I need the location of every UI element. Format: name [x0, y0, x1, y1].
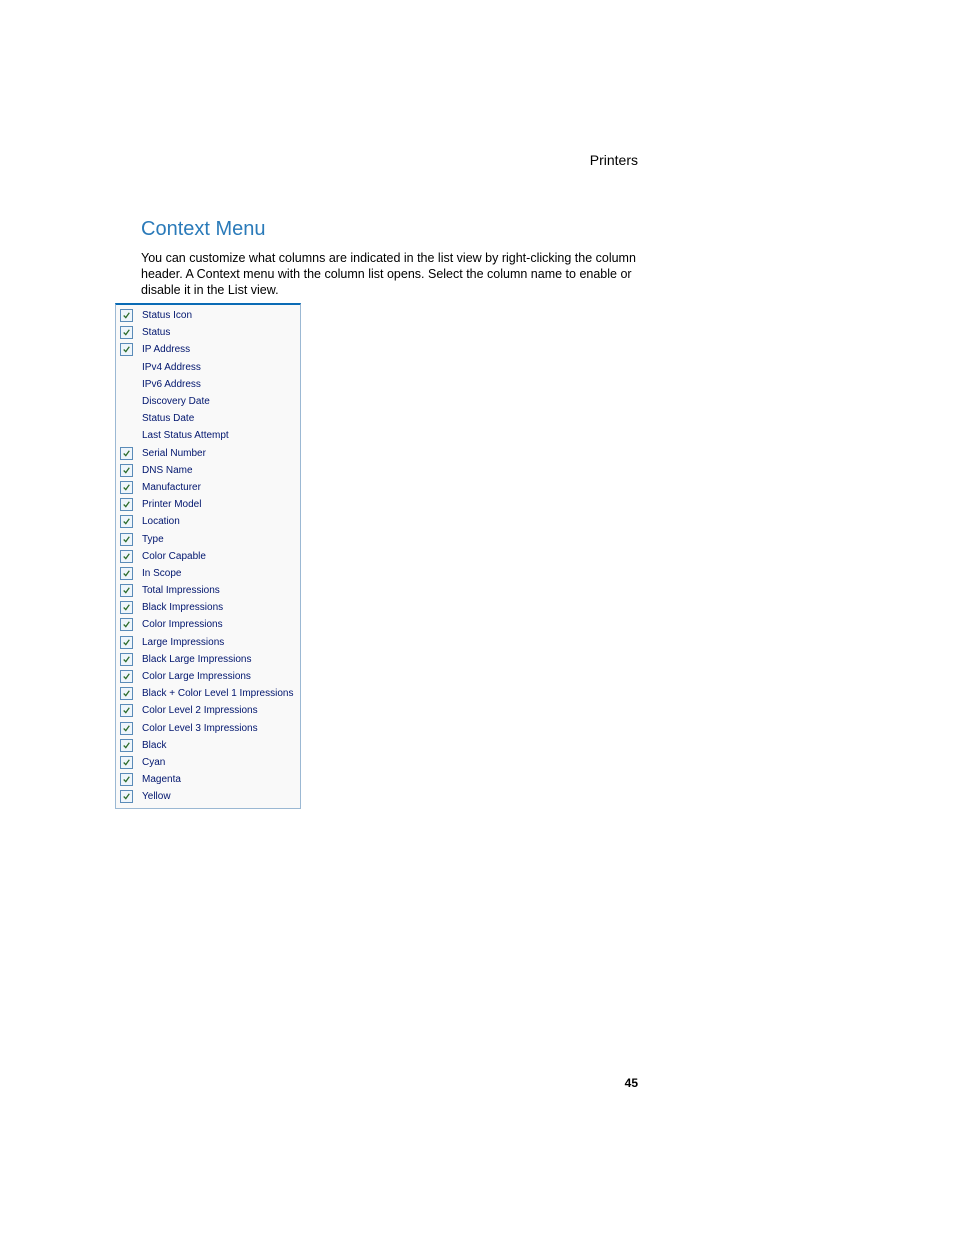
checkbox-checked-icon: [120, 533, 133, 546]
checkbox-checked-icon: [120, 567, 133, 580]
checkbox-empty-icon: [120, 429, 133, 442]
context-menu-item-label: DNS Name: [142, 465, 193, 476]
context-menu-item[interactable]: DNS Name: [116, 462, 300, 479]
context-menu-item-label: Color Level 2 Impressions: [142, 705, 258, 716]
context-menu-item[interactable]: Color Level 2 Impressions: [116, 702, 300, 719]
context-menu-item-label: Yellow: [142, 791, 171, 802]
checkbox-checked-icon: [120, 670, 133, 683]
context-menu-item[interactable]: Type: [116, 530, 300, 547]
context-menu-item-label: Location: [142, 516, 180, 527]
context-menu-item[interactable]: Serial Number: [116, 445, 300, 462]
checkbox-checked-icon: [120, 343, 133, 356]
context-menu-item-label: IPv4 Address: [142, 362, 201, 373]
context-menu-item[interactable]: Status: [116, 324, 300, 341]
checkbox-checked-icon: [120, 704, 133, 717]
context-menu-item[interactable]: IPv6 Address: [116, 376, 300, 393]
context-menu-item[interactable]: Magenta: [116, 771, 300, 788]
checkbox-empty-icon: [120, 395, 133, 408]
context-menu-item[interactable]: Printer Model: [116, 496, 300, 513]
context-menu-item[interactable]: Black: [116, 737, 300, 754]
context-menu-item-label: Black Impressions: [142, 602, 223, 613]
context-menu-item-label: Status Icon: [142, 310, 192, 321]
context-menu-item[interactable]: Last Status Attempt: [116, 427, 300, 444]
context-menu-item-label: IPv6 Address: [142, 379, 201, 390]
context-menu-item[interactable]: Black + Color Level 1 Impressions: [116, 685, 300, 702]
context-menu-item-label: Total Impressions: [142, 585, 220, 596]
context-menu-item-label: Discovery Date: [142, 396, 210, 407]
context-menu: Status Icon Status IP Address IPv4 Address I…: [115, 303, 301, 809]
context-menu-item[interactable]: Status Date: [116, 410, 300, 427]
context-menu-item-label: Black: [142, 740, 166, 751]
context-menu-item-label: Type: [142, 534, 164, 545]
context-menu-item-label: Color Capable: [142, 551, 206, 562]
context-menu-item-label: Black + Color Level 1 Impressions: [142, 688, 293, 699]
context-menu-item[interactable]: Black Impressions: [116, 599, 300, 616]
context-menu-item-label: Color Level 3 Impressions: [142, 723, 258, 734]
context-menu-item[interactable]: Location: [116, 513, 300, 530]
context-menu-item-label: Printer Model: [142, 499, 201, 510]
context-menu-item[interactable]: Color Capable: [116, 548, 300, 565]
checkbox-checked-icon: [120, 636, 133, 649]
context-menu-item-label: Magenta: [142, 774, 181, 785]
context-menu-item[interactable]: Status Icon: [116, 307, 300, 324]
context-menu-item-label: Manufacturer: [142, 482, 201, 493]
checkbox-checked-icon: [120, 653, 133, 666]
checkbox-checked-icon: [120, 601, 133, 614]
checkbox-checked-icon: [120, 464, 133, 477]
page: Printers Context Menu You can customize …: [0, 0, 954, 1235]
page-heading: Context Menu: [141, 218, 266, 241]
checkbox-checked-icon: [120, 687, 133, 700]
checkbox-checked-icon: [120, 756, 133, 769]
context-menu-item-label: Status Date: [142, 413, 194, 424]
context-menu-item[interactable]: Discovery Date: [116, 393, 300, 410]
page-number: 45: [625, 1076, 638, 1090]
checkbox-checked-icon: [120, 481, 133, 494]
context-menu-item-label: Last Status Attempt: [142, 430, 229, 441]
context-menu-item[interactable]: Black Large Impressions: [116, 651, 300, 668]
context-menu-item-label: Color Large Impressions: [142, 671, 251, 682]
context-menu-item[interactable]: Yellow: [116, 788, 300, 805]
context-menu-item[interactable]: Cyan: [116, 754, 300, 771]
checkbox-checked-icon: [120, 722, 133, 735]
checkbox-empty-icon: [120, 378, 133, 391]
context-menu-item[interactable]: Color Level 3 Impressions: [116, 720, 300, 737]
checkbox-checked-icon: [120, 515, 133, 528]
context-menu-item[interactable]: Total Impressions: [116, 582, 300, 599]
context-menu-item[interactable]: Color Impressions: [116, 616, 300, 633]
context-menu-item-label: IP Address: [142, 344, 190, 355]
context-menu-item[interactable]: Large Impressions: [116, 634, 300, 651]
checkbox-checked-icon: [120, 618, 133, 631]
context-menu-item-label: Color Impressions: [142, 619, 223, 630]
context-menu-item[interactable]: Color Large Impressions: [116, 668, 300, 685]
checkbox-checked-icon: [120, 739, 133, 752]
context-menu-item-label: In Scope: [142, 568, 181, 579]
checkbox-checked-icon: [120, 773, 133, 786]
context-menu-item[interactable]: In Scope: [116, 565, 300, 582]
context-menu-item-label: Black Large Impressions: [142, 654, 252, 665]
checkbox-checked-icon: [120, 309, 133, 322]
checkbox-checked-icon: [120, 550, 133, 563]
context-menu-item-label: Serial Number: [142, 448, 206, 459]
checkbox-checked-icon: [120, 584, 133, 597]
context-menu-item[interactable]: IP Address: [116, 341, 300, 358]
body-paragraph: You can customize what columns are indic…: [141, 250, 641, 298]
checkbox-empty-icon: [120, 361, 133, 374]
checkbox-checked-icon: [120, 447, 133, 460]
section-header: Printers: [590, 152, 638, 168]
checkbox-checked-icon: [120, 326, 133, 339]
checkbox-empty-icon: [120, 412, 133, 425]
context-menu-item-label: Cyan: [142, 757, 165, 768]
context-menu-item[interactable]: Manufacturer: [116, 479, 300, 496]
context-menu-item-label: Status: [142, 327, 170, 338]
checkbox-checked-icon: [120, 790, 133, 803]
checkbox-checked-icon: [120, 498, 133, 511]
context-menu-item-label: Large Impressions: [142, 637, 224, 648]
context-menu-item[interactable]: IPv4 Address: [116, 359, 300, 376]
